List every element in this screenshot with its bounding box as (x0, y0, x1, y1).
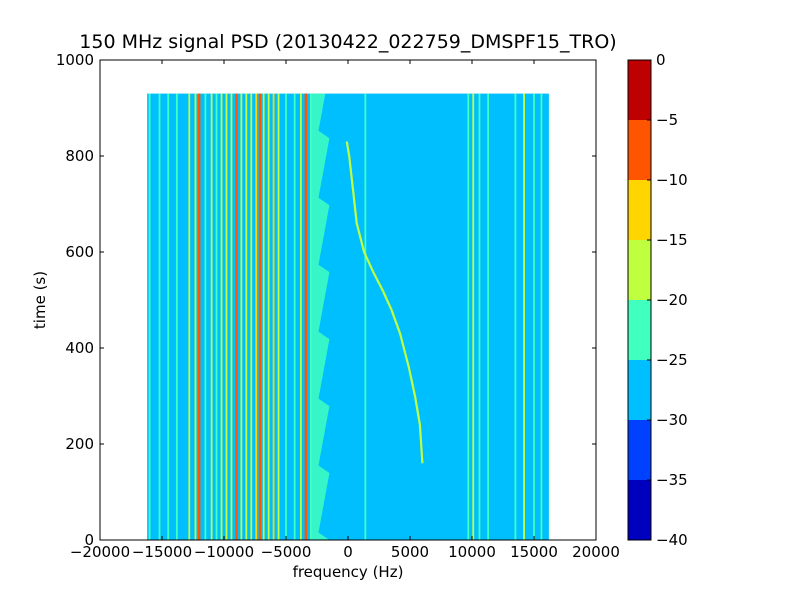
y-tick-label: 1000 (56, 51, 94, 69)
spectral-line (299, 93, 302, 540)
spectral-line (272, 93, 275, 540)
y-tick-label: 200 (65, 435, 94, 453)
colorbar-tick-label: 0 (656, 51, 666, 69)
spectral-line (304, 93, 308, 540)
colorbar-tick-label: −20 (656, 291, 688, 309)
x-tick-label: −15000 (132, 543, 192, 561)
colorbar-segment (628, 480, 651, 540)
x-tick-label: 20000 (572, 543, 620, 561)
spectral-line (158, 93, 161, 540)
colorbar-tick-label: −30 (656, 411, 688, 429)
spectral-line (198, 93, 201, 540)
spectral-line (188, 93, 191, 540)
spectral-line (245, 93, 248, 540)
colorbar-tick-label: −5 (656, 111, 678, 129)
noise-band (310, 93, 330, 540)
spectral-line (250, 93, 253, 540)
y-axis-label: time (s) (31, 271, 49, 329)
spectral-line (258, 93, 262, 540)
colorbar: 0 −5 −10 −15 −20 −25 −30 −35 −40 (627, 51, 688, 549)
y-tick-label: 600 (65, 243, 94, 261)
colorbar-segment (628, 60, 651, 120)
colorbar-segment (628, 300, 651, 360)
spectral-line (487, 93, 490, 540)
colorbar-segment (628, 360, 651, 420)
spectral-line (478, 93, 481, 540)
spectral-line (277, 93, 280, 540)
spectral-line (523, 93, 525, 540)
spectral-line (220, 93, 223, 540)
spectral-line (167, 93, 170, 540)
plot-area: −20000 −15000 −10000 −5000 0 5000 10000 15000 20… (56, 51, 620, 561)
spectral-line (309, 93, 312, 540)
spectral-line (514, 93, 517, 540)
y-tick-label: 800 (65, 147, 94, 165)
spectral-line (235, 93, 238, 540)
spectral-line (472, 93, 475, 540)
spectral-line (210, 93, 213, 540)
chart-title: 150 MHz signal PSD (20130422_022759_DMSP… (79, 31, 616, 53)
spectral-line (262, 93, 265, 540)
colorbar-segment (628, 420, 651, 480)
x-tick-label: 5000 (391, 543, 429, 561)
spectral-line (194, 93, 197, 540)
colorbar-tick-label: −10 (656, 171, 688, 189)
x-tick-label: −5000 (261, 543, 312, 561)
spectral-line (215, 93, 218, 540)
spectral-line (225, 93, 228, 540)
spectral-line (533, 93, 535, 540)
spectral-line (293, 93, 296, 540)
x-tick-label: 0 (343, 543, 353, 561)
spectral-line (255, 93, 258, 540)
colorbar-tick-label: −25 (656, 351, 688, 369)
spectral-line (230, 93, 233, 540)
colorbar-segment (628, 240, 651, 300)
spectral-line (175, 93, 178, 540)
x-tick-label: 10000 (448, 543, 496, 561)
y-tick-label: 400 (65, 339, 94, 357)
spectral-line (204, 93, 207, 540)
x-tick-label: 15000 (510, 543, 558, 561)
x-tick-label: −20000 (70, 543, 130, 561)
y-tick-label: 0 (84, 531, 94, 549)
spectral-line (148, 93, 151, 540)
colorbar-tick-label: −40 (656, 531, 688, 549)
spectral-line (267, 93, 270, 540)
spectral-line (285, 93, 287, 540)
spectral-line (540, 93, 543, 540)
x-tick-label: −10000 (194, 543, 254, 561)
colorbar-segment (628, 180, 651, 240)
x-axis-label: frequency (Hz) (293, 563, 404, 581)
colorbar-segment (628, 120, 651, 180)
colorbar-tick-label: −35 (656, 471, 688, 489)
data-background (147, 93, 549, 540)
spectral-line (364, 93, 367, 540)
colorbar-tick-label: −15 (656, 231, 688, 249)
doppler-track (345, 141, 424, 464)
spectral-line (467, 93, 470, 540)
spectral-line (240, 93, 243, 540)
